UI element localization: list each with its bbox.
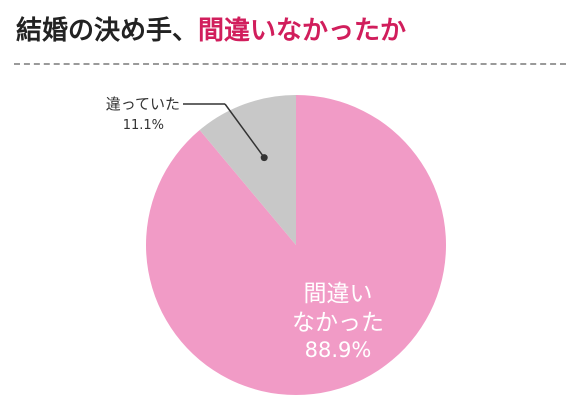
leader-line-diagonal [224,103,265,159]
main-label-group: 間違い なかった 88.9% [292,281,384,362]
minor-callout: 違っていた 11.1% [106,95,268,162]
title-main: 結婚の決め手、 [16,16,199,46]
slice-value-main: 88.9% [305,338,372,362]
slice-label-minor: 違っていた [106,95,180,113]
leader-dot [260,154,268,162]
title-divider [14,63,566,65]
pie-slice-main [146,95,447,396]
title-highlight: 間違いなかったか [198,16,407,46]
pie-slice-minor [199,95,296,245]
slice-label-main-line2: なかった [292,310,384,336]
slice-label-main-line1: 間違い [304,281,373,307]
slice-value-minor: 11.1% [123,118,164,133]
chart-title: 結婚の決め手、間違いなかったか [16,14,406,48]
pie-slices [146,95,447,396]
